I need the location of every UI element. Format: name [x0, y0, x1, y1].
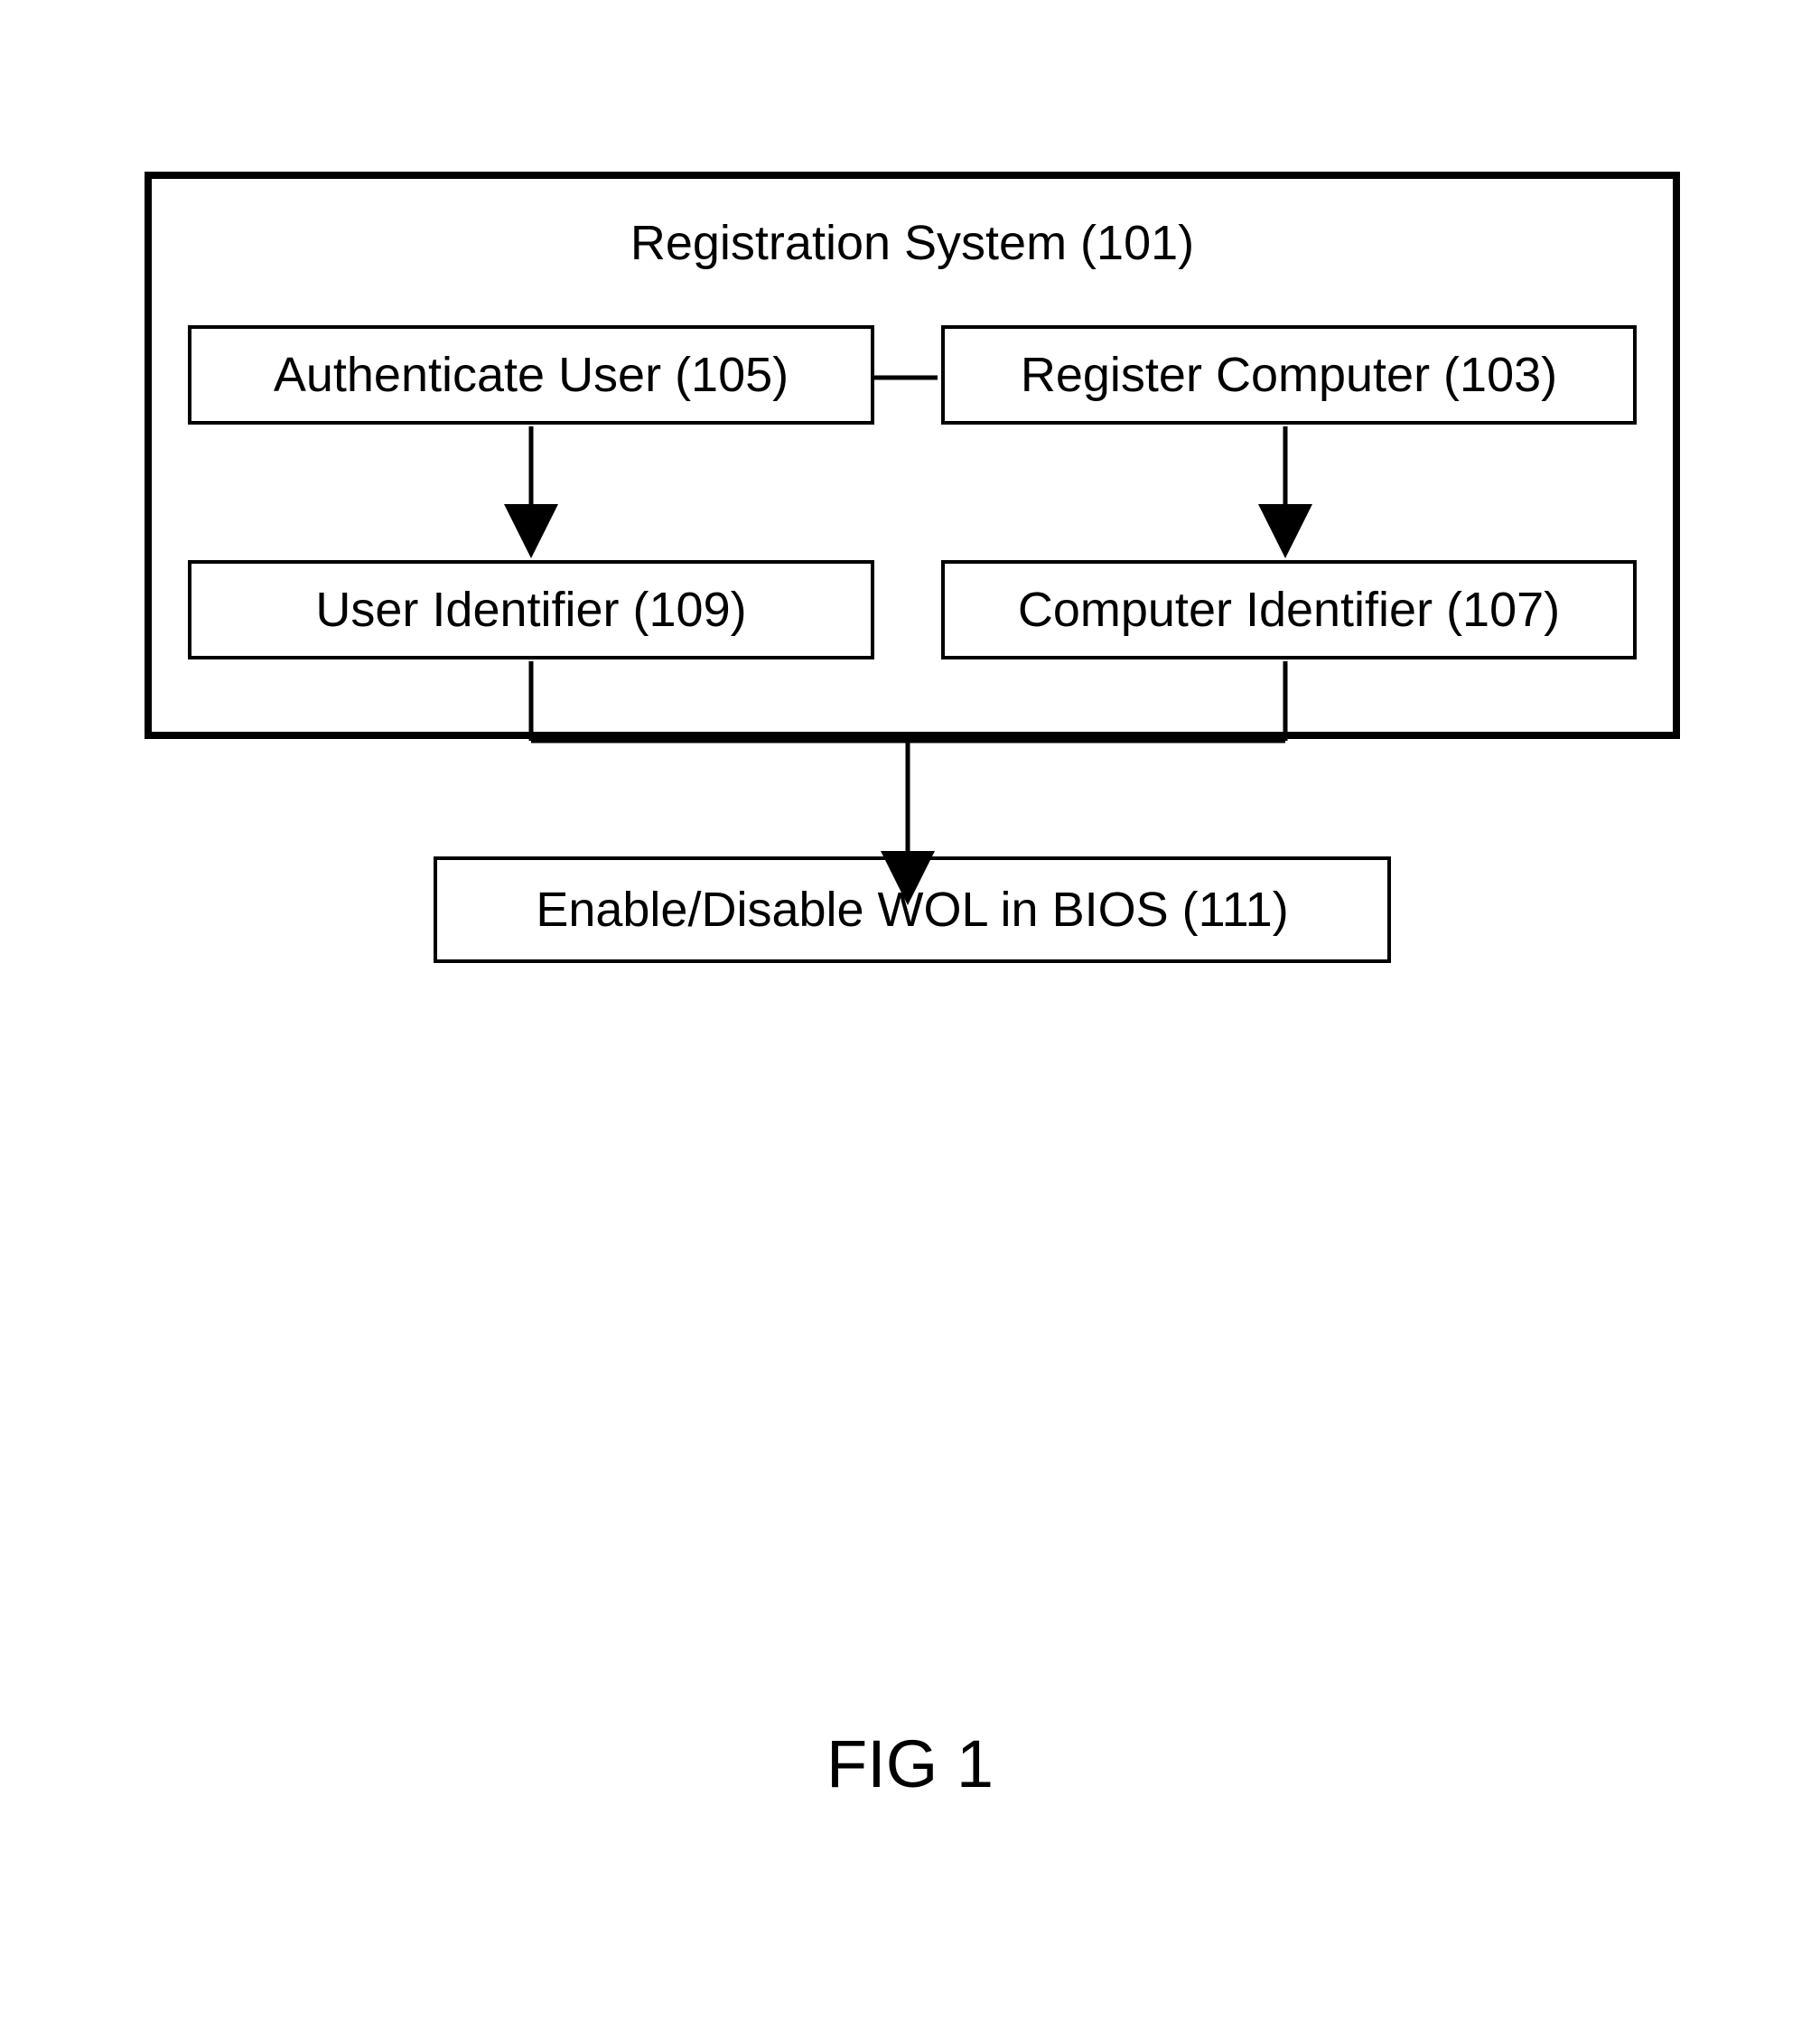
- row-2: User Identifier (109) Computer Identifie…: [188, 560, 1637, 659]
- row-1: Authenticate User (105) Register Compute…: [188, 325, 1637, 425]
- figure-label: FIG 1: [0, 1725, 1820, 1802]
- node-computer-identifier: Computer Identifier (107): [941, 560, 1637, 659]
- row-gap-1: [876, 325, 939, 425]
- node-register-computer: Register Computer (103): [941, 325, 1637, 425]
- node-authenticate-user: Authenticate User (105): [188, 325, 874, 425]
- node-enable-disable-wol: Enable/Disable WOL in BIOS (111): [434, 856, 1391, 963]
- registration-system-box: Registration System (101) Authenticate U…: [145, 172, 1680, 739]
- row-gap-2: [876, 560, 939, 659]
- node-user-identifier: User Identifier (109): [188, 560, 874, 659]
- wol-container: Enable/Disable WOL in BIOS (111): [145, 856, 1680, 963]
- diagram-container: Registration System (101) Authenticate U…: [145, 172, 1680, 963]
- row-spacer-1: [188, 425, 1637, 560]
- registration-system-title: Registration System (101): [188, 206, 1637, 271]
